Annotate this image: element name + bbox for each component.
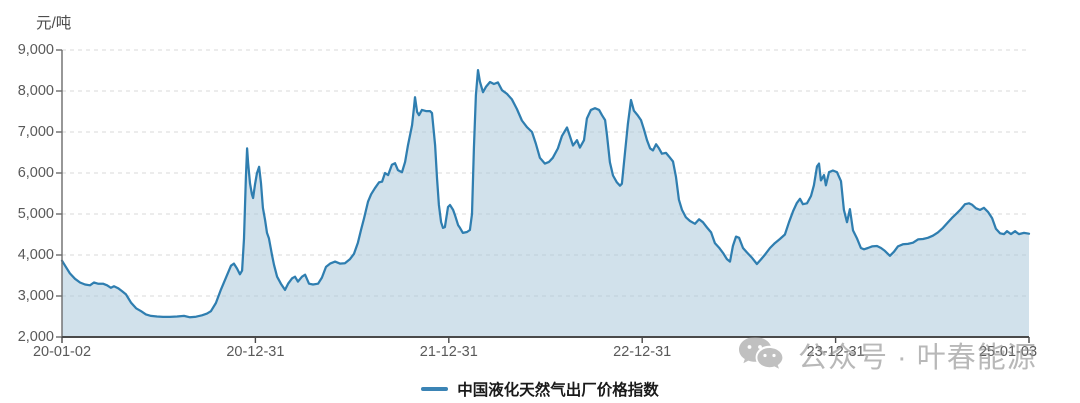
- y-axis-tick-label: 9,000: [17, 41, 54, 58]
- price-line: [60, 68, 1031, 319]
- legend-label: 中国液化天然气出厂价格指数: [457, 382, 659, 399]
- x-axis-tick-label: 21-12-31: [419, 344, 478, 360]
- y-axis-tick-label: 8,000: [17, 82, 54, 99]
- y-axis-tick-label: 5,000: [17, 205, 54, 222]
- x-axis-tick-label: 23-12-31: [806, 344, 865, 360]
- x-axis-tick-label: 25-01-03: [978, 344, 1038, 360]
- x-axis-tick-label: 20-12-31: [226, 344, 285, 360]
- y-axis-unit-label: 元/吨: [36, 15, 72, 32]
- x-axis-tick-label: 22-12-31: [613, 344, 672, 360]
- legend-item-lng-price-index[interactable]: 中国液化天然气出厂价格指数: [0, 378, 1080, 400]
- legend-line-marker: [421, 387, 449, 391]
- y-axis-tick-label: 2,000: [17, 328, 54, 345]
- y-axis-tick-label: 4,000: [17, 246, 54, 263]
- y-axis-tick-label: 3,000: [17, 287, 54, 304]
- price-area-fill: [62, 70, 1029, 337]
- x-axis-tick-label: 20-01-02: [32, 344, 92, 360]
- y-axis-tick-label: 6,000: [17, 164, 54, 181]
- y-axis-tick-label: 7,000: [17, 123, 54, 140]
